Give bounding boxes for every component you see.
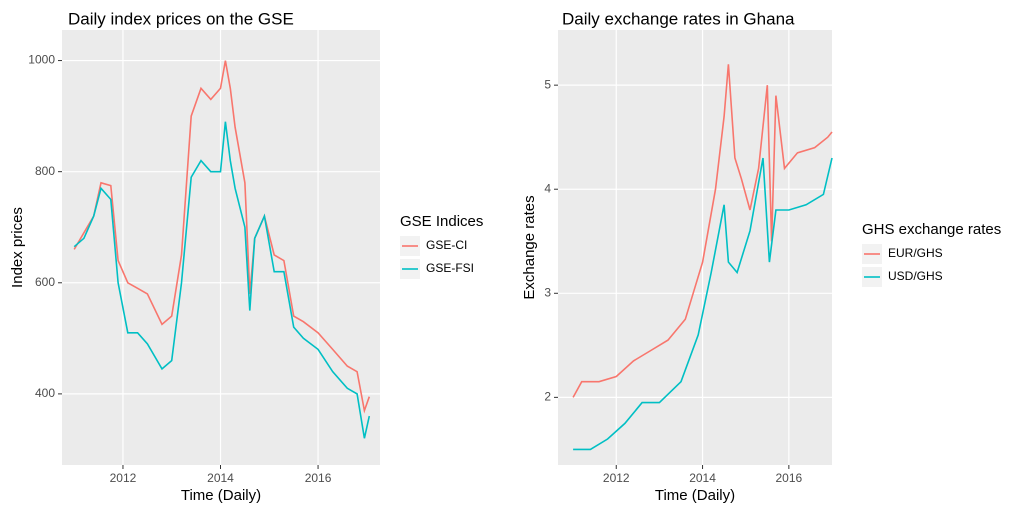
x-tick-label: 2012 bbox=[603, 471, 630, 485]
legend-label: EUR/GHS bbox=[888, 246, 943, 260]
y-tick-label: 4 bbox=[544, 181, 551, 195]
data-line bbox=[573, 157, 833, 451]
plot-background bbox=[558, 30, 832, 465]
legend-title: GHS exchange rates bbox=[862, 221, 1001, 238]
legend-label: GSE-FSI bbox=[426, 261, 474, 275]
y-tick-label: 400 bbox=[35, 386, 55, 400]
x-tick-label: 2014 bbox=[207, 471, 234, 485]
x-tick-label: 2016 bbox=[305, 471, 332, 485]
y-tick-label: 3 bbox=[544, 285, 551, 299]
x-tick-label: 2014 bbox=[689, 471, 716, 485]
legend-label: GSE-CI bbox=[426, 238, 467, 252]
x-axis-label: Time (Daily) bbox=[655, 487, 735, 504]
data-line bbox=[73, 121, 371, 439]
y-tick-label: 800 bbox=[35, 164, 55, 178]
data-line bbox=[572, 64, 833, 398]
x-tick-label: 2016 bbox=[775, 471, 802, 485]
y-axis-label: Index prices bbox=[9, 207, 26, 288]
y-tick-label: 1000 bbox=[28, 53, 55, 67]
y-tick-label: 2 bbox=[544, 390, 551, 404]
chart-title: Daily index prices on the GSE bbox=[68, 9, 294, 28]
x-axis-label: Time (Daily) bbox=[181, 487, 261, 504]
legend-label: USD/GHS bbox=[888, 269, 943, 283]
legend-title: GSE Indices bbox=[400, 213, 483, 230]
data-line bbox=[73, 60, 371, 414]
chart-title: Daily exchange rates in Ghana bbox=[562, 9, 795, 28]
y-tick-label: 5 bbox=[544, 77, 551, 91]
y-axis-label: Exchange rates bbox=[521, 195, 538, 299]
y-tick-label: 600 bbox=[35, 275, 55, 289]
x-tick-label: 2012 bbox=[110, 471, 137, 485]
